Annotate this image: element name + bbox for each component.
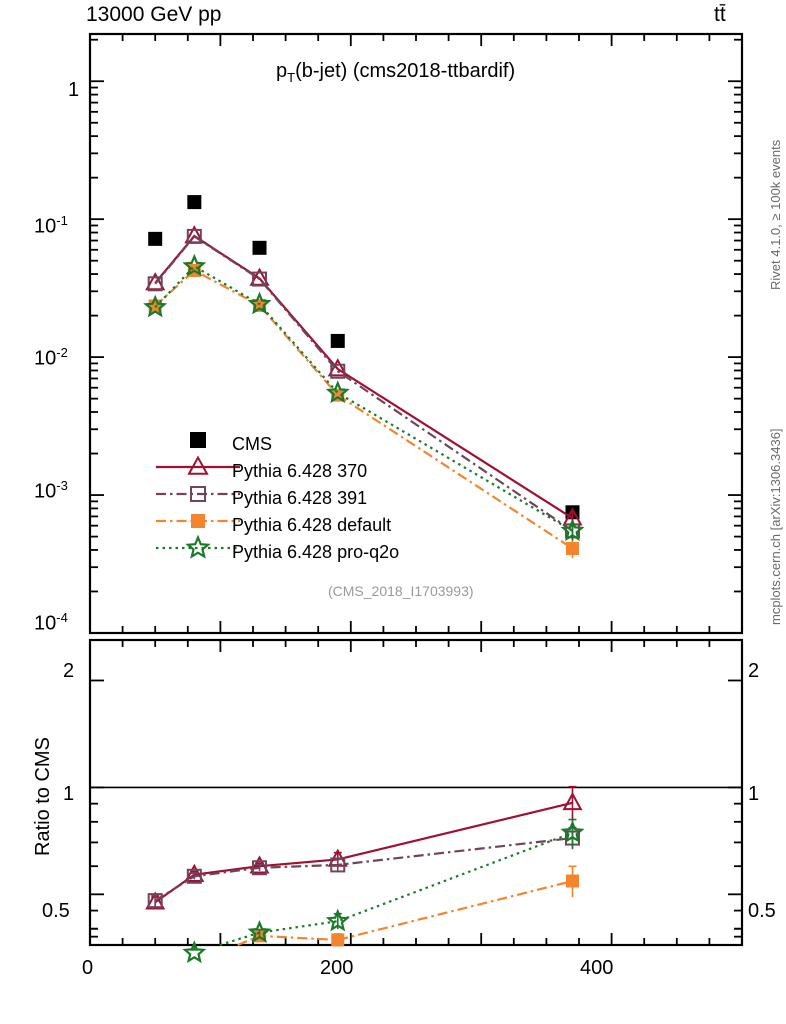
point-pythia-6-428-391-1 bbox=[186, 228, 202, 244]
header-process-label: tt̄ bbox=[714, 3, 726, 26]
ytick-ratio-2: 2 bbox=[63, 660, 75, 682]
rivet-version-label: Rivet 4.1.0, ≥ 100k events bbox=[768, 139, 783, 290]
ratio-point-pythia-6-428-391-3 bbox=[330, 857, 346, 873]
point-pythia-6-428-391-0 bbox=[147, 276, 163, 292]
ytick-main-3: 10-3 bbox=[34, 478, 68, 503]
ratio-point-pythia-6-428-pro-q2o-1 bbox=[182, 940, 207, 964]
legend-label-0: CMS bbox=[232, 434, 272, 454]
plot-title: pT(b-jet) (cms2018-ttbardif) bbox=[276, 60, 515, 85]
analysis-id-watermark: (CMS_2018_I1703993) bbox=[328, 583, 474, 599]
legend-label-1: Pythia 6.428 370 bbox=[232, 461, 368, 481]
header-collider-label: 13000 GeV pp bbox=[86, 3, 222, 26]
legend-marker-2 bbox=[190, 486, 206, 502]
ratio-point-pythia-6-428-370-0 bbox=[145, 891, 166, 910]
ratio-line-pythia-6-428-391 bbox=[154, 836, 573, 902]
ratio-point-pythia-6-428-370-1 bbox=[184, 863, 205, 882]
ratio-point-pythia-6-428-391-1 bbox=[186, 868, 202, 884]
point-pythia-6-428-pro-q2o-1 bbox=[182, 253, 207, 277]
title-subscript: T bbox=[287, 70, 296, 85]
ytick-main-4: 10-4 bbox=[34, 610, 68, 635]
legend-marker-1 bbox=[187, 455, 209, 475]
ratio-panel-frame bbox=[88, 638, 744, 947]
legend-marker-3 bbox=[191, 514, 205, 528]
ratio-line-pythia-6-428-370 bbox=[154, 801, 573, 904]
ratio-point-pythia-6-428-370-2 bbox=[249, 855, 270, 874]
point-cms-2 bbox=[252, 240, 267, 255]
point-pythia-6-428-pro-q2o-3 bbox=[325, 380, 350, 404]
point-pythia-6-428-391-3 bbox=[330, 363, 346, 379]
mcplots-source-label: mcplots.cern.ch [arXiv:1306.3436] bbox=[768, 428, 783, 625]
ytick-ratio-1: 1 bbox=[63, 783, 75, 805]
ratio-point-pythia-6-428-pro-q2o-2 bbox=[247, 920, 272, 943]
point-pythia-6-428-pro-q2o-2 bbox=[247, 291, 272, 315]
point-pythia-6-428-370-0 bbox=[145, 272, 166, 291]
ytick-ratio-right-0p5: 0.5 bbox=[748, 900, 776, 922]
ytick-ratio-right-1: 1 bbox=[748, 783, 760, 805]
legend-label-3: Pythia 6.428 default bbox=[232, 515, 392, 535]
xtick-0: 0 bbox=[82, 957, 94, 979]
ytick-main-0: 1 bbox=[68, 79, 80, 101]
series-line-pythia-6-428-pro-q2o bbox=[154, 264, 574, 532]
ratio-point-pythia-6-428-pro-q2o-4 bbox=[560, 820, 585, 844]
ratio-point-pythia-6-428-default-3 bbox=[331, 933, 345, 947]
ratio-ylabel: Ratio to CMS bbox=[32, 737, 54, 856]
legend-label-2: Pythia 6.428 391 bbox=[232, 488, 368, 508]
ratio-point-pythia-6-428-391-2 bbox=[252, 860, 268, 876]
ratio-point-pythia-6-428-pro-q2o-3 bbox=[325, 908, 350, 932]
point-cms-1 bbox=[187, 195, 202, 210]
ytick-main-1: 10-1 bbox=[34, 213, 68, 238]
title-rest: (b-jet) (cms2018-ttbardif) bbox=[295, 60, 516, 82]
legend-marker-4 bbox=[185, 534, 211, 559]
ratio-point-pythia-6-428-default-4 bbox=[565, 874, 579, 888]
ratio-line-pythia-6-428-default bbox=[237, 879, 573, 947]
ratio-point-pythia-6-428-391-0 bbox=[147, 893, 163, 909]
point-cms-0 bbox=[148, 231, 163, 246]
point-cms-3 bbox=[330, 333, 345, 348]
ytick-ratio-right-2: 2 bbox=[748, 660, 760, 682]
legend-marker-0 bbox=[190, 432, 206, 448]
xtick-400: 400 bbox=[580, 957, 614, 979]
xtick-200: 200 bbox=[320, 957, 354, 979]
point-pythia-6-428-pro-q2o-0 bbox=[143, 294, 168, 318]
ratio-point-pythia-6-428-370-4 bbox=[562, 791, 583, 811]
series-line-pythia-6-428-391 bbox=[154, 234, 574, 532]
ratio-line-pythia-6-428-pro-q2o bbox=[219, 831, 573, 947]
main-panel-frame bbox=[88, 32, 744, 635]
ytick-ratio-0p5: 0.5 bbox=[42, 900, 70, 922]
ytick-main-2: 10-2 bbox=[34, 345, 68, 370]
legend-label-4: Pythia 6.428 pro-q2o bbox=[232, 542, 400, 562]
title-p: p bbox=[276, 60, 288, 82]
point-pythia-6-428-391-2 bbox=[252, 271, 268, 287]
